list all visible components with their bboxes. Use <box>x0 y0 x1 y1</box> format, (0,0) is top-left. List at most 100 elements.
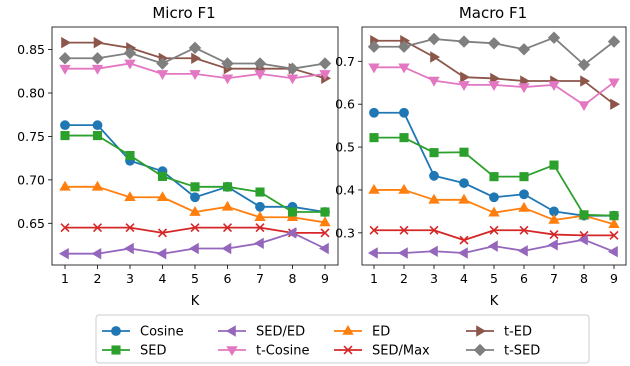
micro-f1-line-ed <box>65 185 326 224</box>
macro-f1-point-t-ed <box>460 71 471 83</box>
micro-f1-xlabel: K <box>191 294 200 309</box>
macro-f1-point-t-cosine <box>398 63 410 74</box>
micro-f1-point-ed <box>124 191 136 202</box>
micro-f1-point-sed <box>125 151 135 161</box>
micro-f1-panel: Micro F1 0.65 0.70 0.75 0.80 0.85 1 2 3 4 5 6 7 8 9 K <box>17 4 339 309</box>
macro-f1-point-sed-ed <box>397 247 408 259</box>
micro-f1-point-cosine <box>255 201 265 212</box>
macro-f1-point-ed <box>398 183 410 194</box>
macro-f1-series-sed-ed <box>367 233 618 259</box>
micro-f1-point-t-ed <box>93 36 104 49</box>
macro-f1-point-ed <box>548 213 560 224</box>
micro-f1-point-sed-ed <box>318 242 329 255</box>
macro-f1-point-sed-max <box>459 235 469 245</box>
legend-entries: Cosine SED SED/ED t-Cosine ED SED/Max t-ED t-SE… <box>102 325 540 359</box>
macro-f1-panel: Macro F1 0.3 0.4 0.5 0.6 0.7 1 2 3 4 5 6 7 8 9 K <box>335 4 627 309</box>
micro-f1-point-ed <box>91 180 104 191</box>
micro-f1-point-sed <box>320 207 330 217</box>
micro-f1-point-sed <box>287 207 298 217</box>
micro-f1-point-sed-ed <box>123 242 134 255</box>
micro-f1-point-sed-max <box>125 223 135 233</box>
micro-f1-point-t-ed <box>61 36 72 49</box>
micro-f1-point-sed <box>255 187 265 197</box>
micro-f1-xtick-label: 7 <box>256 271 264 286</box>
micro-f1-point-ed <box>254 211 266 222</box>
macro-f1-point-sed <box>429 148 439 158</box>
macro-f1-point-t-ed <box>580 75 591 87</box>
legend-entry-cosine: Cosine <box>102 325 184 340</box>
macro-f1-frame <box>361 26 627 266</box>
macro-f1-point-sed-ed <box>607 245 618 258</box>
macro-f1-point-t-cosine <box>368 63 380 74</box>
macro-f1-point-cosine <box>459 178 469 188</box>
micro-f1-point-sed <box>157 171 168 181</box>
micro-f1-point-sed-ed <box>286 227 297 239</box>
micro-f1-xtick-label: 1 <box>61 271 69 286</box>
micro-f1-point-t-cosine <box>59 64 71 75</box>
macro-f1-point-sed-max <box>549 230 559 240</box>
macro-f1-ytick-label: 0.6 <box>335 97 355 112</box>
micro-f1-point-ed <box>59 180 71 191</box>
micro-f1-point-sed-max <box>157 228 168 238</box>
macro-f1-point-t-sed <box>397 40 411 53</box>
legend-marker-sed <box>111 345 121 355</box>
legend-label-sed-max: SED/Max <box>372 344 430 359</box>
macro-f1-point-sed-ed <box>367 247 378 259</box>
micro-f1-series-sed-ed <box>58 227 329 260</box>
macro-f1-point-ed <box>488 206 500 217</box>
macro-f1-point-sed-ed <box>457 247 468 259</box>
legend-marker-sed-max <box>343 345 353 355</box>
macro-f1-xtick-label: 8 <box>580 271 588 286</box>
micro-f1-point-sed <box>60 131 70 141</box>
macro-f1-line-t-ed <box>374 39 615 105</box>
macro-f1-xtick-label: 3 <box>430 271 438 286</box>
micro-f1-point-t-cosine <box>319 70 331 80</box>
macro-f1-point-t-sed <box>457 35 471 48</box>
macro-f1-plot-area: 0.3 0.4 0.5 0.6 0.7 1 2 3 4 5 6 7 8 9 <box>335 31 621 286</box>
legend-label-t-sed: t-SED <box>504 344 540 359</box>
legend-label-sed-ed: SED/ED <box>256 325 305 340</box>
macro-f1-point-sed <box>579 210 589 220</box>
micro-f1-point-sed-max <box>320 228 330 238</box>
macro-f1-point-sed-max <box>369 225 379 235</box>
macro-f1-point-cosine <box>369 107 379 118</box>
micro-f1-ytick-label: 0.70 <box>17 172 45 187</box>
legend-entry-t-cosine: t-Cosine <box>218 344 309 359</box>
micro-f1-point-sed <box>222 182 233 192</box>
macro-f1-point-ed <box>428 193 440 204</box>
micro-f1-point-sed <box>92 131 103 141</box>
macro-f1-point-ed <box>608 218 620 229</box>
legend-entry-ed: ED <box>334 325 390 340</box>
micro-f1-point-ed <box>189 205 201 216</box>
macro-f1-point-sed <box>549 160 559 170</box>
macro-f1-point-sed-ed <box>517 245 528 257</box>
macro-f1-point-t-cosine <box>458 81 470 91</box>
macro-f1-point-sed-ed <box>427 245 438 257</box>
macro-f1-series-ed <box>368 183 620 229</box>
legend-label-sed: SED <box>140 344 166 359</box>
micro-f1-point-sed-max <box>60 223 70 233</box>
macro-f1-point-sed-ed <box>577 233 588 246</box>
micro-f1-point-sed <box>190 182 200 192</box>
macro-f1-ytick-label: 0.5 <box>335 140 355 155</box>
legend-marker-t-ed <box>476 325 487 337</box>
legend-entry-sed-ed: SED/ED <box>218 325 305 340</box>
micro-f1-point-t-sed <box>286 62 299 75</box>
macro-f1-point-t-sed <box>547 31 561 44</box>
macro-f1-point-t-cosine <box>488 81 500 91</box>
legend-entry-sed-max: SED/Max <box>334 344 430 359</box>
micro-f1-series-sed-max <box>60 223 330 238</box>
macro-f1-point-sed-max <box>609 230 619 240</box>
micro-f1-point-sed-ed <box>188 242 199 255</box>
macro-f1-series-cosine <box>369 107 619 221</box>
macro-f1-point-sed <box>609 211 619 221</box>
macro-f1-ytick-label: 0.7 <box>335 54 355 69</box>
macro-f1-xtick-label: 1 <box>370 271 378 286</box>
micro-f1-point-t-cosine <box>221 74 234 85</box>
macro-f1-ytick-label: 0.3 <box>335 225 355 240</box>
micro-f1-point-cosine <box>190 192 200 203</box>
micro-f1-xtick-label: 5 <box>191 271 199 286</box>
macro-f1-xtick-label: 6 <box>520 271 528 286</box>
macro-f1-point-t-sed <box>427 32 441 46</box>
legend-label-cosine: Cosine <box>140 325 184 340</box>
